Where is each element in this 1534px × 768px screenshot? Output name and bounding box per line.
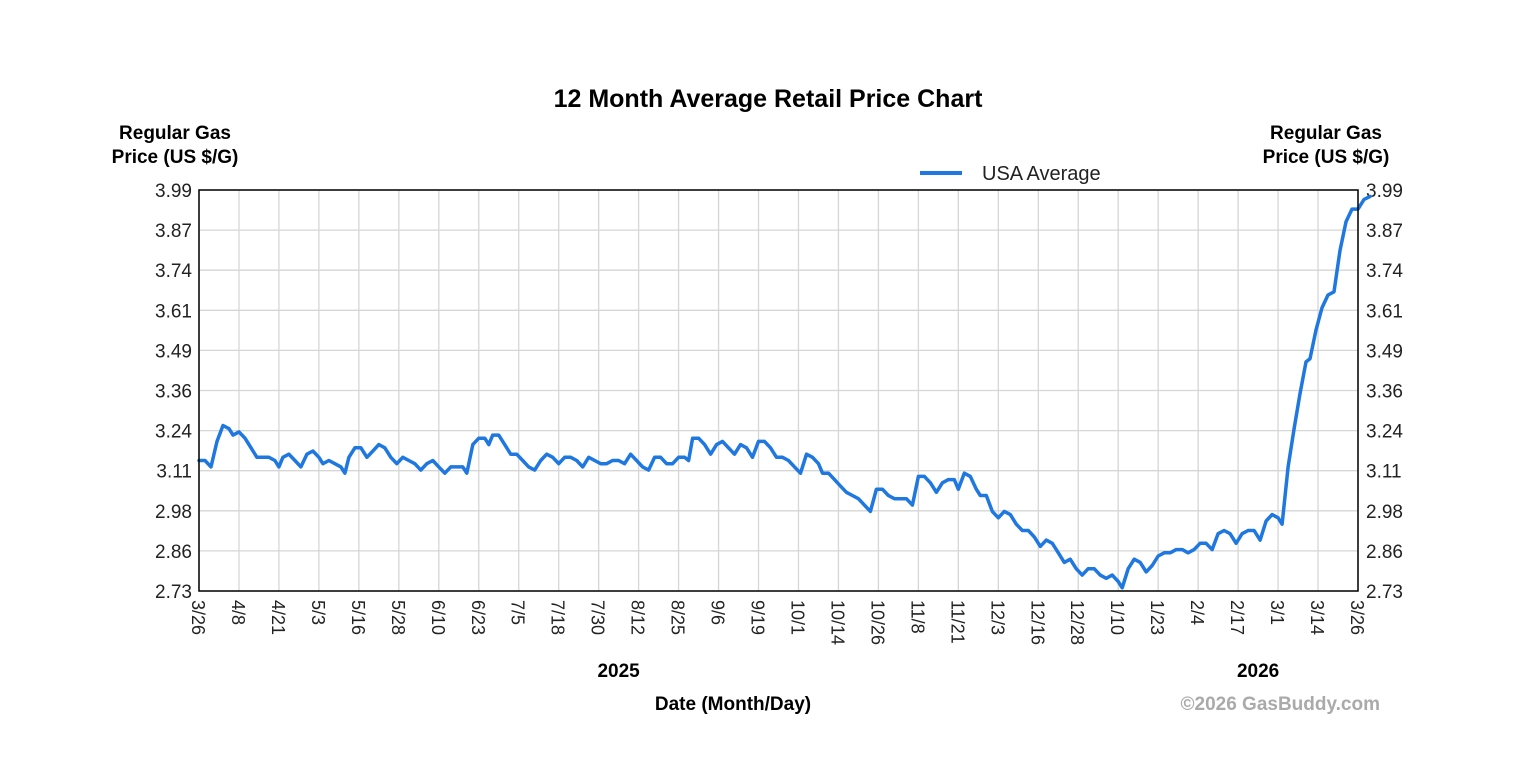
- x-tick-label: 7/18: [548, 600, 568, 635]
- x-tick-label: 2/4: [1187, 600, 1207, 625]
- x-tick-label: 5/3: [308, 600, 328, 625]
- year-label: 2026: [1237, 661, 1279, 682]
- x-tick-label: 7/30: [588, 600, 608, 635]
- y-tick-label-right: 3.87: [1366, 221, 1403, 242]
- y-tick-label-right: 3.61: [1366, 301, 1403, 322]
- plot-frame: [198, 189, 1359, 592]
- x-tick-label: 3/1: [1267, 600, 1287, 625]
- y-axis-title-left-line2: Price (US $/G): [112, 147, 239, 168]
- y-axis-title-right-line2: Price (US $/G): [1263, 147, 1390, 168]
- y-tick-label-right: 3.99: [1366, 181, 1403, 202]
- y-tick-label-left: 2.73: [155, 582, 192, 603]
- x-tick-label: 12/16: [1027, 600, 1047, 645]
- x-tick-label: 8/12: [628, 600, 648, 635]
- legend-label-usa-average: USA Average: [982, 163, 1101, 185]
- y-tick-label-left: 2.98: [155, 502, 192, 523]
- y-tick-label-left: 3.87: [155, 221, 192, 242]
- x-tick-label: 10/26: [867, 600, 887, 645]
- y-tick-label-right: 3.11: [1366, 462, 1402, 483]
- y-axis-right: 3.99 3.87 3.74 3.61 3.49 3.36 3.24 3.11 2.98 2.86…: [1366, 181, 1403, 603]
- copyright-credit: ©2026 GasBuddy.com: [1181, 694, 1381, 715]
- y-tick-label-right: 2.98: [1366, 502, 1403, 523]
- y-tick-label-left: 2.86: [155, 542, 192, 563]
- x-tick-label: 11/8: [907, 600, 927, 634]
- x-axis: 3/26 4/8 4/21 5/3 5/16 5/28 6/10 6/23 7/5 7/18 7/3…: [188, 600, 1367, 645]
- x-tick-label: 9/6: [708, 600, 728, 625]
- x-tick-label: 11/21: [947, 600, 967, 644]
- y-tick-label-right: 3.36: [1366, 382, 1403, 403]
- y-tick-label-left: 3.36: [155, 382, 192, 403]
- chart-grid: [198, 189, 1359, 592]
- y-tick-label-left: 3.74: [155, 261, 192, 282]
- series-line-usa-average: [197, 194, 1372, 590]
- y-axis-title-right-line1: Regular Gas: [1270, 123, 1382, 144]
- y-tick-label-left: 3.99: [155, 181, 192, 202]
- x-tick-label: 5/28: [388, 600, 408, 635]
- x-axis-title: Date (Month/Day): [655, 694, 811, 715]
- y-tick-label-left: 3.24: [155, 422, 192, 443]
- y-tick-label-left: 3.49: [155, 341, 192, 362]
- x-tick-label: 3/14: [1307, 600, 1327, 635]
- x-tick-label: 1/23: [1147, 600, 1167, 635]
- x-tick-label: 10/14: [827, 600, 847, 645]
- x-tick-label: 6/23: [468, 600, 488, 635]
- x-tick-label: 5/16: [348, 600, 368, 635]
- y-tick-label-right: 3.74: [1366, 261, 1403, 282]
- y-tick-label-left: 3.11: [156, 462, 192, 483]
- x-tick-label: 3/26: [1347, 600, 1367, 635]
- legend: USA Average: [920, 163, 1101, 185]
- x-tick-label: 10/1: [787, 600, 807, 635]
- year-labels: 2025 2026: [597, 661, 1279, 682]
- x-tick-label: 4/21: [268, 600, 288, 635]
- x-tick-label: 12/28: [1067, 600, 1087, 645]
- x-tick-label: 3/26: [188, 600, 208, 635]
- x-tick-label: 6/10: [428, 600, 448, 635]
- x-tick-label: 1/10: [1107, 600, 1127, 635]
- x-tick-label: 7/5: [508, 600, 528, 625]
- x-tick-label: 4/8: [228, 600, 248, 625]
- year-label: 2025: [597, 661, 640, 682]
- y-tick-label-right: 2.86: [1366, 542, 1403, 563]
- chart-title: 12 Month Average Retail Price Chart: [554, 85, 984, 113]
- x-tick-label: 9/19: [748, 600, 768, 635]
- x-tick-label: 2/17: [1227, 600, 1247, 635]
- y-tick-label-right: 2.73: [1366, 582, 1403, 603]
- x-tick-label: 8/25: [668, 600, 688, 635]
- y-tick-label-right: 3.24: [1366, 422, 1403, 443]
- x-tick-label: 12/3: [987, 600, 1007, 635]
- y-axis-title-left-line1: Regular Gas: [119, 123, 231, 144]
- y-tick-label-right: 3.49: [1366, 341, 1403, 362]
- y-tick-label-left: 3.61: [155, 301, 192, 322]
- y-axis-left: 3.99 3.87 3.74 3.61 3.49 3.36 3.24 3.11 2.98 2.86…: [155, 181, 192, 603]
